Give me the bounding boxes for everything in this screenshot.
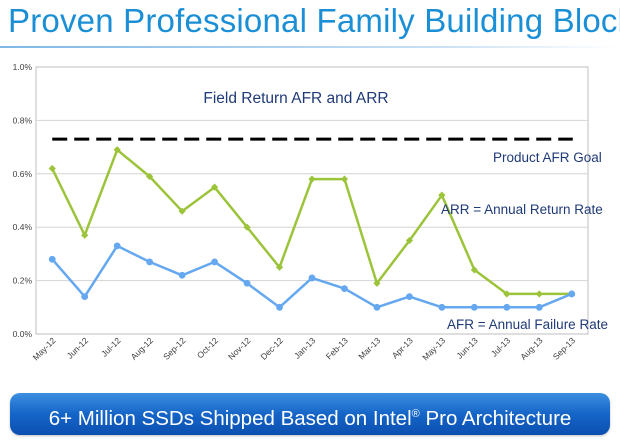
x-tick-label: May-13 xyxy=(420,335,447,362)
data-point xyxy=(81,293,89,301)
data-point xyxy=(275,263,284,271)
x-tick-label: Apr-13 xyxy=(390,335,415,360)
data-point xyxy=(243,279,251,287)
x-tick-label: Jun-12 xyxy=(65,335,91,361)
x-tick-label: Jul-12 xyxy=(99,335,123,359)
data-point xyxy=(146,258,154,266)
series-lines xyxy=(48,146,576,311)
data-point xyxy=(113,242,121,250)
data-point xyxy=(113,146,121,154)
plot-area xyxy=(35,66,589,335)
data-point xyxy=(535,290,543,298)
x-tick-label: Mar-13 xyxy=(356,335,382,361)
gridlines xyxy=(36,119,588,282)
goal-label: Product AFR Goal xyxy=(493,150,602,165)
x-tick-label: May-12 xyxy=(31,335,58,362)
data-point xyxy=(308,274,316,282)
afr-series-label: AFR = Annual Failure Rate xyxy=(447,317,608,332)
data-point xyxy=(146,172,154,181)
data-point xyxy=(341,285,348,293)
banner-text-suffix: Pro Architecture xyxy=(419,406,572,430)
data-point xyxy=(503,303,511,311)
x-tick-label: Jan-13 xyxy=(292,335,318,361)
data-point xyxy=(470,266,478,274)
data-point xyxy=(178,271,186,279)
arr-series-label: ARR = Annual Return Rate xyxy=(441,202,603,217)
x-tick-label: Jun-13 xyxy=(454,335,480,361)
x-tick-label: Aug-12 xyxy=(129,335,156,362)
data-point xyxy=(81,231,89,239)
banner-text-prefix: 6+ Million SSDs Shipped Based on Intel xyxy=(48,406,412,430)
data-point xyxy=(438,191,446,199)
data-point xyxy=(406,293,413,301)
y-tick-label: 0.2% xyxy=(13,276,33,286)
data-point xyxy=(438,303,446,311)
series-afr xyxy=(48,242,576,311)
data-point xyxy=(373,279,381,287)
x-tick-label: Aug-13 xyxy=(518,335,545,362)
y-tick-label: 0.8% xyxy=(13,115,33,125)
data-point xyxy=(373,303,381,311)
afr-arr-chart: 0.0% 0.2% 0.4% 0.6% 0.8% 1.0% May-12 Jun-12 Jul… xyxy=(13,62,608,362)
x-tick-label: Sep-13 xyxy=(551,335,578,362)
data-point xyxy=(470,303,478,311)
data-point xyxy=(503,290,511,298)
data-point xyxy=(48,164,56,173)
banner: 6+ Million SSDs Shipped Based on Intel® … xyxy=(10,393,610,435)
slide-title: Proven Professional Family Building Bloc… xyxy=(8,2,620,39)
data-point xyxy=(276,303,283,311)
y-tick-label: 0.0% xyxy=(13,329,33,339)
y-tick-label: 0.6% xyxy=(13,169,33,179)
data-point xyxy=(210,183,219,191)
data-point xyxy=(243,223,251,231)
data-point xyxy=(405,236,414,245)
data-point xyxy=(568,290,576,298)
data-point xyxy=(535,303,543,311)
x-tick-label: Nov-12 xyxy=(226,335,253,362)
x-tick-label: Oct-12 xyxy=(195,335,220,360)
data-point xyxy=(340,175,349,183)
x-axis-ticks: May-12 Jun-12 Jul-12 Aug-12 Sep-12 Oct-12 Nov-… xyxy=(31,335,578,362)
x-tick-label: Dec-12 xyxy=(258,335,285,362)
y-axis-ticks: 0.0% 0.2% 0.4% 0.6% 0.8% 1.0% xyxy=(13,62,33,339)
series-arr xyxy=(48,146,576,298)
data-point xyxy=(211,258,218,266)
data-point xyxy=(48,255,56,263)
registered-mark: ® xyxy=(411,408,420,420)
x-tick-label: Sep-12 xyxy=(161,335,188,362)
x-tick-label: Jul-13 xyxy=(489,335,513,359)
data-point xyxy=(178,207,186,215)
chart-title: Field Return AFR and ARR xyxy=(203,90,388,107)
x-tick-label: Feb-13 xyxy=(324,335,350,361)
data-point xyxy=(308,175,316,183)
y-tick-label: 1.0% xyxy=(13,62,33,72)
title-divider xyxy=(0,46,620,48)
y-tick-label: 0.4% xyxy=(13,222,33,232)
